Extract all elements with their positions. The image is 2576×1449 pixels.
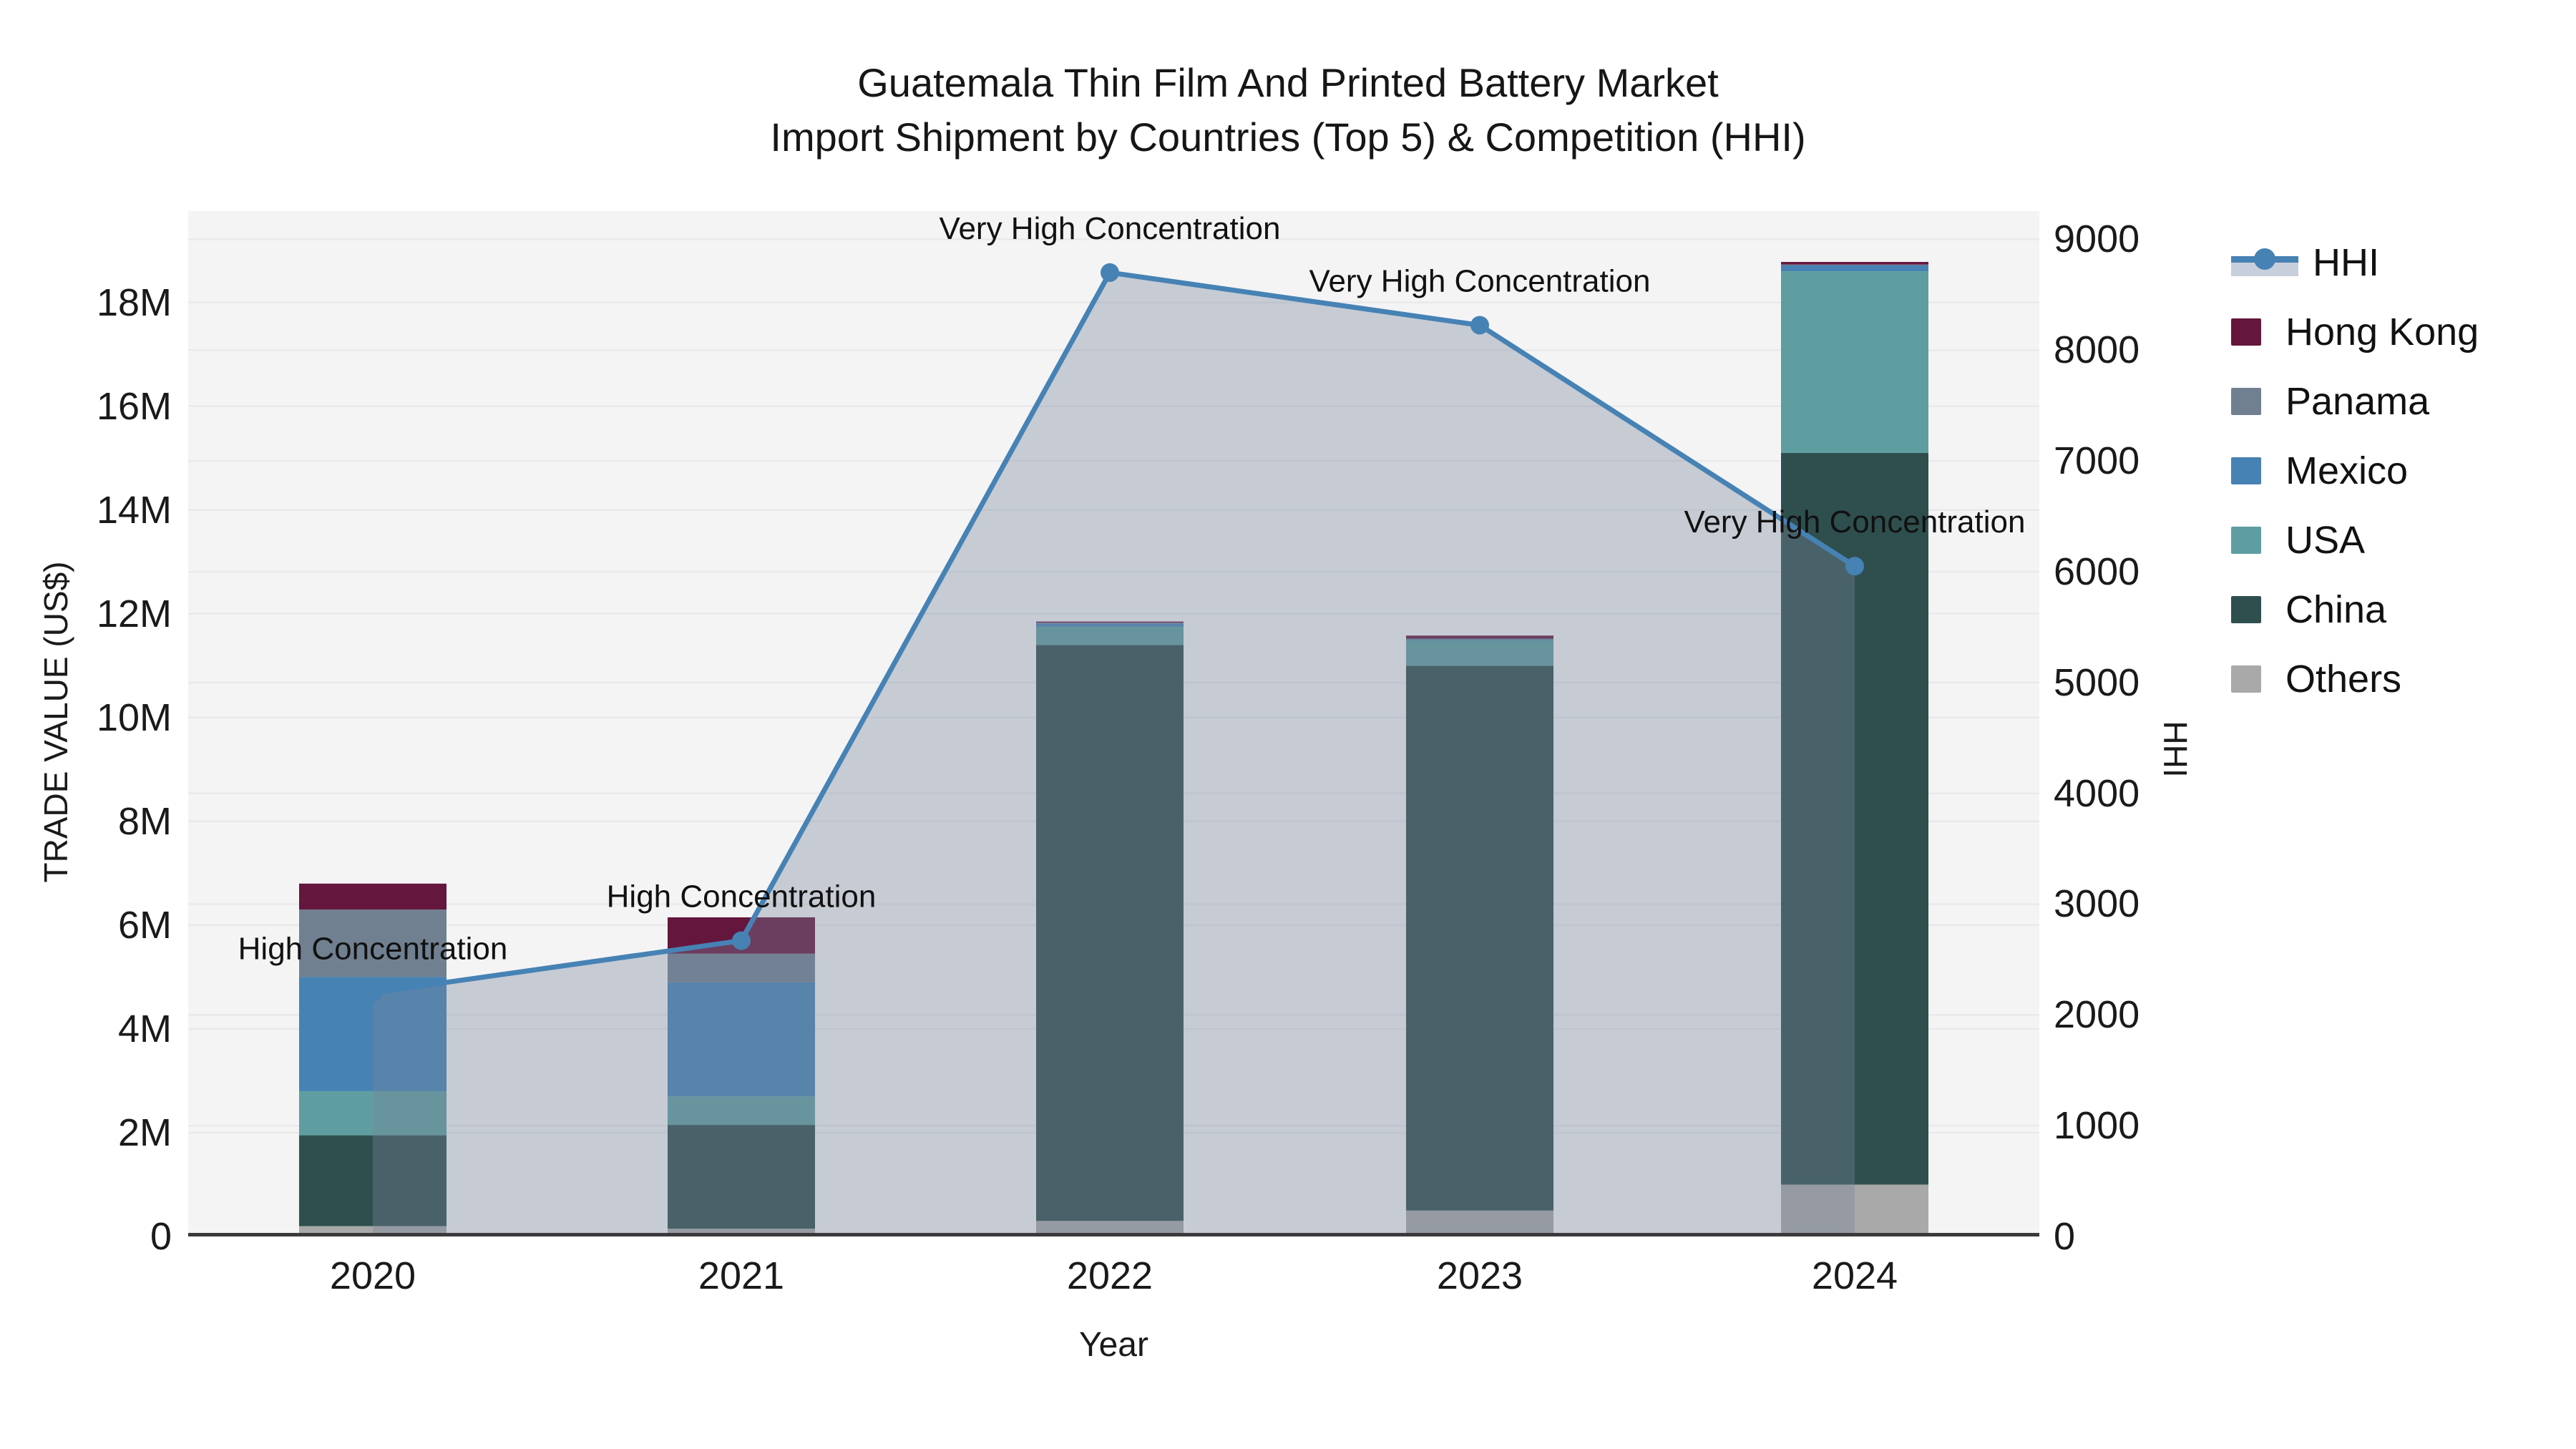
legend-item-others[interactable]: Others xyxy=(2231,644,2567,713)
annotation-2022: Very High Concentration xyxy=(940,211,1281,246)
legend-swatch-others xyxy=(2231,665,2261,693)
legend-label-usa: USA xyxy=(2285,518,2366,562)
bar-segment-mexico-2021[interactable] xyxy=(668,982,815,1097)
left-tick-18M: 18M xyxy=(96,280,172,324)
hhi-marker-2022[interactable] xyxy=(1101,263,1119,282)
chart-title: Guatemala Thin Film And Printed Battery … xyxy=(0,56,2576,164)
bar-segment-others-2021[interactable] xyxy=(668,1229,815,1236)
x-tick-2023: 2023 xyxy=(1436,1254,1523,1297)
bar-segment-china-2022[interactable] xyxy=(1036,645,1184,1221)
chart-title-line-2: Import Shipment by Countries (Top 5) & C… xyxy=(770,114,1806,160)
annotation-2021: High Concentration xyxy=(607,879,877,914)
legend-item-hong-kong[interactable]: Hong Kong xyxy=(2231,297,2567,366)
legend-swatch-mexico xyxy=(2231,457,2261,484)
left-tick-16M: 16M xyxy=(96,384,172,428)
right-tick-4000: 4000 xyxy=(2054,771,2140,815)
x-tick-2021: 2021 xyxy=(698,1254,785,1297)
plot-area: High Concentration High Concentration Very… xyxy=(188,211,2039,1236)
left-tick-8M: 8M xyxy=(117,799,172,843)
x-axis-ticks: 2020 2021 2022 2023 2024 xyxy=(188,1254,2039,1304)
left-axis-ticks: 0 2M 4M 6M 8M 10M 12M 14M 16M 18M xyxy=(0,211,177,1258)
right-tick-0: 0 xyxy=(2054,1215,2076,1258)
left-tick-4M: 4M xyxy=(117,1007,172,1050)
bar-segment-mexico-2023[interactable] xyxy=(1406,639,1553,640)
bar-segment-others-2022[interactable] xyxy=(1036,1221,1184,1236)
right-tick-9000: 9000 xyxy=(2054,218,2140,261)
bar-segment-panama-2020[interactable] xyxy=(299,909,447,977)
bar-segment-hong-kong-2024[interactable] xyxy=(1781,262,1928,265)
bar-segment-usa-2020[interactable] xyxy=(299,1091,447,1136)
legend-item-panama[interactable]: Panama xyxy=(2231,366,2567,436)
legend-label-panama: Panama xyxy=(2285,379,2430,423)
right-tick-3000: 3000 xyxy=(2054,882,2140,926)
bar-segment-hong-kong-2023[interactable] xyxy=(1406,635,1553,639)
x-tick-2020: 2020 xyxy=(329,1254,416,1297)
legend-label-others: Others xyxy=(2285,657,2402,701)
legend-swatch-china xyxy=(2231,595,2261,623)
x-tick-2024: 2024 xyxy=(1811,1254,1898,1297)
chart-title-line-1: Guatemala Thin Film And Printed Battery … xyxy=(857,60,1719,105)
bar-segment-hong-kong-2020[interactable] xyxy=(299,883,447,910)
bar-segment-hong-kong-2022[interactable] xyxy=(1036,621,1184,623)
legend: HHI Hong Kong Panama Mexico USA China Others xyxy=(2231,228,2567,713)
bar-segment-mexico-2024[interactable] xyxy=(1781,265,1928,272)
left-tick-0: 0 xyxy=(150,1215,172,1258)
left-tick-10M: 10M xyxy=(96,696,172,739)
legend-label-hong-kong: Hong Kong xyxy=(2285,310,2479,353)
legend-swatch-usa xyxy=(2231,526,2261,554)
legend-item-mexico[interactable]: Mexico xyxy=(2231,436,2567,505)
bar-segment-china-2023[interactable] xyxy=(1406,665,1553,1211)
bar-segment-china-2021[interactable] xyxy=(668,1125,815,1229)
right-tick-7000: 7000 xyxy=(2054,439,2140,483)
right-tick-5000: 5000 xyxy=(2054,660,2140,704)
legend-label-china: China xyxy=(2285,587,2387,631)
left-tick-14M: 14M xyxy=(96,488,172,532)
annotation-2024: Very High Concentration xyxy=(1684,504,2026,540)
legend-label-hhi: HHI xyxy=(2313,240,2379,284)
x-tick-2022: 2022 xyxy=(1066,1254,1153,1297)
legend-swatch-panama xyxy=(2231,387,2261,415)
legend-label-mexico: Mexico xyxy=(2285,449,2409,492)
right-axis-ticks: 0 1000 2000 3000 4000 5000 6000 7000 8000 9000 xyxy=(2048,211,2263,1258)
right-tick-2000: 2000 xyxy=(2054,993,2140,1037)
bar-segment-usa-2021[interactable] xyxy=(668,1096,815,1126)
right-tick-8000: 8000 xyxy=(2054,328,2140,372)
bar-segment-china-2020[interactable] xyxy=(299,1135,447,1226)
bar-segment-others-2024[interactable] xyxy=(1781,1184,1928,1236)
x-axis-title: Year xyxy=(1079,1326,1148,1364)
legend-hhi-line-swatch xyxy=(2231,246,2298,279)
annotation-2023: Very High Concentration xyxy=(1309,263,1651,298)
bar-segment-usa-2023[interactable] xyxy=(1406,640,1553,666)
left-tick-6M: 6M xyxy=(117,903,172,947)
hhi-marker-2023[interactable] xyxy=(1470,316,1489,335)
bar-segment-others-2023[interactable] xyxy=(1406,1210,1553,1236)
right-tick-1000: 1000 xyxy=(2054,1104,2140,1148)
legend-swatch-hong-kong xyxy=(2231,318,2261,346)
left-tick-2M: 2M xyxy=(117,1111,172,1154)
bar-segment-usa-2024[interactable] xyxy=(1781,271,1928,453)
left-tick-12M: 12M xyxy=(96,592,172,635)
bar-segment-usa-2022[interactable] xyxy=(1036,626,1184,645)
legend-item-usa[interactable]: USA xyxy=(2231,505,2567,575)
right-tick-6000: 6000 xyxy=(2054,550,2140,593)
legend-item-hhi[interactable]: HHI xyxy=(2231,228,2567,297)
hhi-marker-swatch xyxy=(2254,248,2275,270)
hhi-marker-2021[interactable] xyxy=(732,931,751,950)
annotation-2020: High Concentration xyxy=(238,931,508,966)
hhi-area-fill xyxy=(373,272,1855,1236)
bar-segment-panama-2023[interactable] xyxy=(1406,638,1553,640)
hhi-marker-2020[interactable] xyxy=(364,983,382,1002)
bar-segment-mexico-2022[interactable] xyxy=(1036,623,1184,627)
bar-segment-panama-2021[interactable] xyxy=(668,953,815,982)
hhi-marker-2024[interactable] xyxy=(1845,557,1864,576)
chart-canvas: High Concentration High Concentration Very… xyxy=(188,211,2039,1236)
legend-item-china[interactable]: China xyxy=(2231,575,2567,644)
